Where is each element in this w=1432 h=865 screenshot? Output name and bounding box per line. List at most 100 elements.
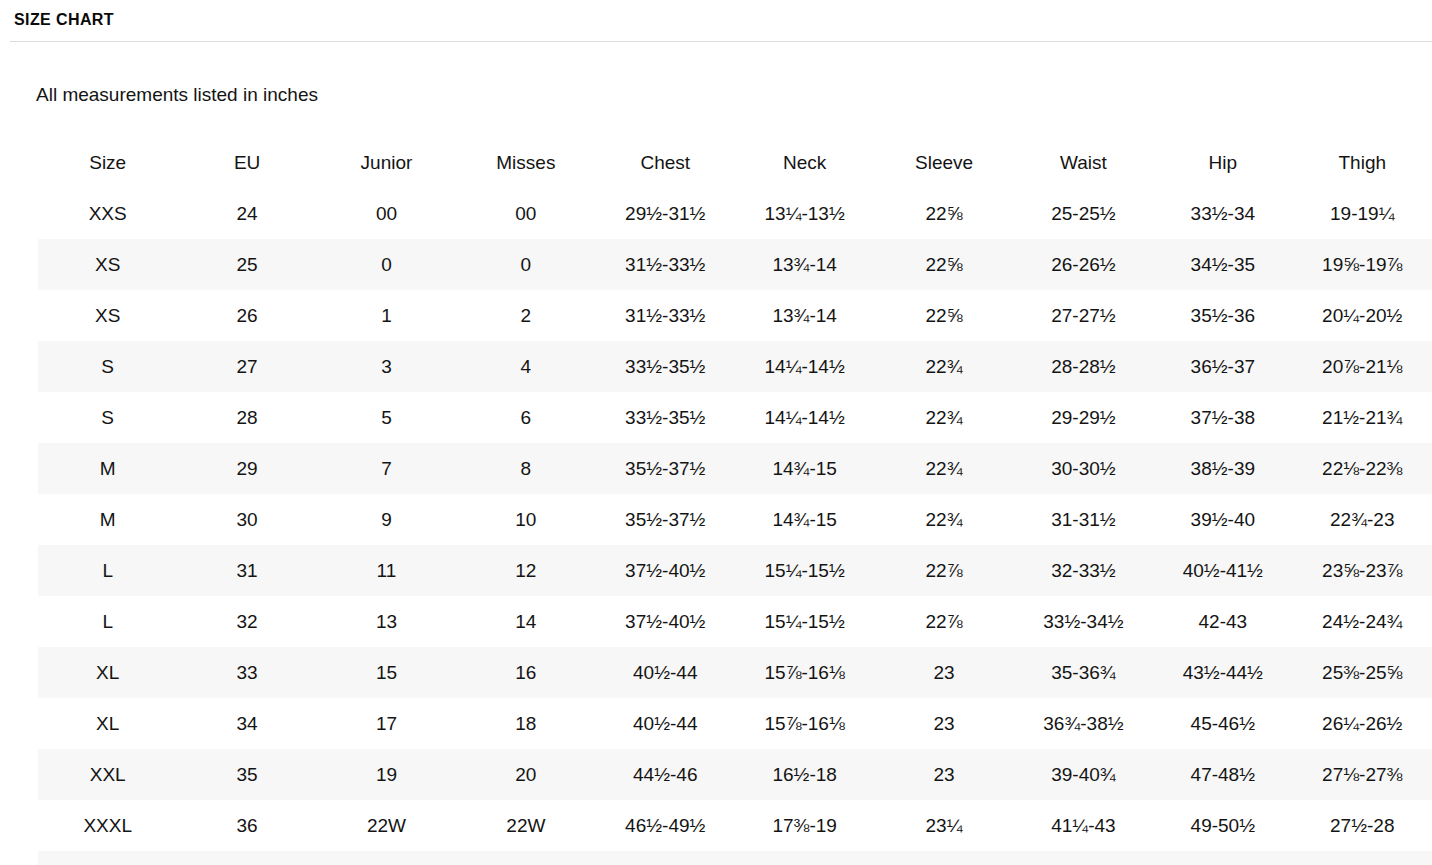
table-cell: 23 [874,749,1013,800]
table-cell: 31½-33½ [596,290,735,341]
table-cell: XL [38,698,177,749]
table-cell: 39-40¾ [1014,749,1153,800]
table-row: XXS24000029½-31½13¼-13½22⅝25-25½33½-3419… [38,188,1432,239]
table-row: XL34171840½-4415⅞-16⅛2336¾-38½45-46½26¼-… [38,698,1432,749]
table-cell: 19⅝-19⅞ [1293,239,1432,290]
table-cell: 22¾ [874,392,1013,443]
table-cell: 20⅞-21⅛ [1293,341,1432,392]
table-cell: S [38,392,177,443]
table-cell: 14¾-15 [735,443,874,494]
table-cell: 28-28½ [1014,341,1153,392]
table-cell: 34½-35 [1153,239,1292,290]
table-cell: 17⅜-19 [735,800,874,851]
table-cell: 31 [177,545,316,596]
table-cell: 26¼-26½ [1293,698,1432,749]
table-cell: 28 [177,392,316,443]
table-cell: 41¼-43 [1014,800,1153,851]
table-cell: 22W [317,800,456,851]
table-row: XXL35192044½-4616½-182339-40¾47-48½27⅛-2… [38,749,1432,800]
table-cell: 15⅞-16⅛ [735,647,874,698]
table-cell: 22⅞ [874,596,1013,647]
table-cell: 30 [177,494,316,545]
table-cell: 39½-40 [1153,494,1292,545]
table-cell: 35 [177,749,316,800]
table-cell: 19 [317,749,456,800]
column-header: Waist [1014,137,1153,188]
table-cell: 15¼-15½ [735,596,874,647]
table-cell: 20 [456,749,595,800]
table-cell: XXS [38,188,177,239]
table-cell: XS [38,239,177,290]
table-cell: S [38,341,177,392]
table-cell: 37½-40½ [596,545,735,596]
table-cell: 45-46½ [1153,698,1292,749]
table-cell: 35½-36 [1153,290,1292,341]
table-cell: 26 [177,290,316,341]
table-cell: 13¾-14 [735,290,874,341]
table-cell: 0 [317,239,456,290]
table-cell: 23⅝-23⅞ [1293,545,1432,596]
column-header: Chest [596,137,735,188]
table-cell: 22⅞ [874,545,1013,596]
table-cell: L [38,596,177,647]
table-cell: 17 [317,698,456,749]
table-cell: 8 [456,443,595,494]
table-cell: 23 [874,647,1013,698]
table-cell: 22¾ [874,443,1013,494]
table-cell: 24½-24¾ [1293,596,1432,647]
table-header-row: SizeEUJuniorMissesChestNeckSleeveWaistHi… [38,137,1432,188]
table-cell: 49-50½ [1153,800,1292,851]
size-chart-table-container: SizeEUJuniorMissesChestNeckSleeveWaistHi… [38,137,1432,851]
table-cell: 31-31½ [1014,494,1153,545]
table-cell: 27-27½ [1014,290,1153,341]
table-cell: 9 [317,494,456,545]
table-cell: 25-25½ [1014,188,1153,239]
table-cell: 7 [317,443,456,494]
table-cell: 15 [317,647,456,698]
table-cell: 38½-39 [1153,443,1292,494]
page-title: SIZE CHART [0,0,1432,30]
table-cell: 15⅞-16⅛ [735,698,874,749]
table-cell: 40½-41½ [1153,545,1292,596]
table-cell: 30-30½ [1014,443,1153,494]
table-cell: 24 [177,188,316,239]
column-header: Size [38,137,177,188]
table-cell: 33 [177,647,316,698]
header-divider [10,41,1432,42]
table-cell: 2 [456,290,595,341]
table-cell: 13¼-13½ [735,188,874,239]
table-cell: 36¾-38½ [1014,698,1153,749]
table-cell: 22W [456,800,595,851]
table-cell: 36 [177,800,316,851]
table-cell: 32 [177,596,316,647]
table-row: L32131437½-40½15¼-15½22⅞33½-34½42-4324½-… [38,596,1432,647]
table-cell: 27½-28 [1293,800,1432,851]
table-cell: 42-43 [1153,596,1292,647]
column-header: Sleeve [874,137,1013,188]
table-cell: 22⅝ [874,290,1013,341]
table-row: XS250031½-33½13¾-1422⅝26-26½34½-3519⅝-19… [38,239,1432,290]
table-cell: 3 [317,341,456,392]
table-cell: XXL [38,749,177,800]
table-cell: 20¼-20½ [1293,290,1432,341]
table-row: L31111237½-40½15¼-15½22⅞32-33½40½-41½23⅝… [38,545,1432,596]
table-cell: 35-36¾ [1014,647,1153,698]
table-row: XXXL3622W22W46½-49½17⅜-1923¼41¼-4349-50½… [38,800,1432,851]
column-header: Junior [317,137,456,188]
table-cell: 21½-21¾ [1293,392,1432,443]
table-row: S273433½-35½14¼-14½22¾28-28½36½-3720⅞-21… [38,341,1432,392]
table-cell: 5 [317,392,456,443]
table-cell: 29 [177,443,316,494]
table-cell: 14¾-15 [735,494,874,545]
table-row: S285633½-35½14¼-14½22¾29-29½37½-3821½-21… [38,392,1432,443]
table-cell: 14¼-14½ [735,341,874,392]
table-cell: 33½-35½ [596,341,735,392]
table-cell: 16½-18 [735,749,874,800]
table-cell: 19-19¼ [1293,188,1432,239]
table-cell: 22⅝ [874,239,1013,290]
table-cell: XXXL [38,800,177,851]
table-cell: 47-48½ [1153,749,1292,800]
table-cell: M [38,494,177,545]
next-row-partial-stripe [38,851,1432,865]
table-cell: 27 [177,341,316,392]
